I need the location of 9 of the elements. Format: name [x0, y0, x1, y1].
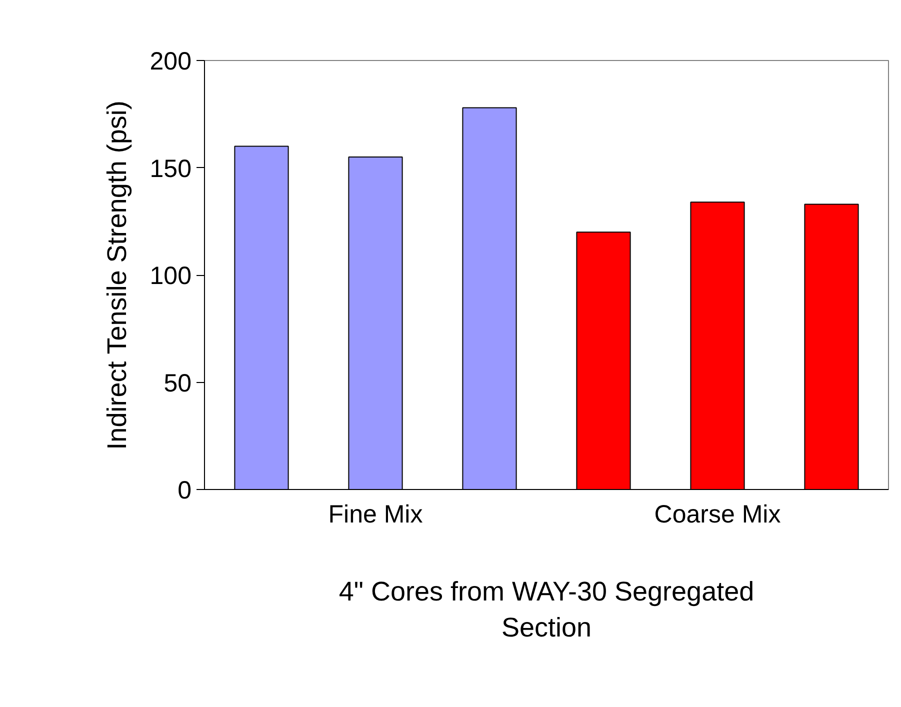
- y-tick-label: 0: [178, 476, 192, 504]
- y-tick-label: 200: [150, 48, 192, 76]
- y-axis-title: Indirect Tensile Strength (psi): [102, 100, 132, 450]
- y-tick-label: 150: [150, 154, 192, 183]
- x-tick-label: Fine Mix: [328, 500, 424, 528]
- y-tick-label: 50: [164, 369, 192, 398]
- x-axis-title: 4" Cores from WAY-30 Segregated Section: [338, 576, 754, 642]
- x-tick-label: Coarse Mix: [654, 500, 782, 528]
- y-tick-label: 100: [150, 262, 192, 290]
